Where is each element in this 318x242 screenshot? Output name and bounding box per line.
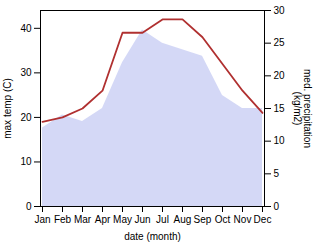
svg-text:20: 20 bbox=[20, 112, 32, 123]
svg-text:25: 25 bbox=[274, 37, 286, 48]
svg-text:max temp (C): max temp (C) bbox=[2, 78, 13, 139]
svg-text:May: May bbox=[113, 214, 132, 225]
svg-text:date (month): date (month) bbox=[124, 231, 181, 242]
svg-text:40: 40 bbox=[20, 23, 32, 34]
svg-text:Jan: Jan bbox=[34, 214, 50, 225]
svg-text:30: 30 bbox=[274, 5, 286, 16]
svg-text:Jul: Jul bbox=[156, 214, 169, 225]
svg-text:Aug: Aug bbox=[174, 214, 192, 225]
svg-text:15: 15 bbox=[274, 103, 286, 114]
svg-text:Sep: Sep bbox=[194, 214, 212, 225]
svg-text:30: 30 bbox=[20, 67, 32, 78]
svg-text:Mar: Mar bbox=[74, 214, 92, 225]
svg-text:Jun: Jun bbox=[134, 214, 150, 225]
svg-text:10: 10 bbox=[20, 156, 32, 167]
svg-text:Feb: Feb bbox=[54, 214, 72, 225]
svg-text:Apr: Apr bbox=[95, 214, 111, 225]
svg-text:10: 10 bbox=[274, 135, 286, 146]
svg-text:5: 5 bbox=[274, 168, 280, 179]
svg-text:20: 20 bbox=[274, 70, 286, 81]
svg-text:med. precipitation(kg/m2): med. precipitation(kg/m2) bbox=[292, 69, 313, 148]
svg-text:Oct: Oct bbox=[215, 214, 231, 225]
svg-text:Nov: Nov bbox=[234, 214, 252, 225]
svg-text:0: 0 bbox=[26, 201, 32, 212]
svg-text:Dec: Dec bbox=[254, 214, 272, 225]
svg-text:0: 0 bbox=[274, 201, 280, 212]
